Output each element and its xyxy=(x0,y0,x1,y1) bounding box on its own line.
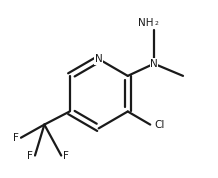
Text: F: F xyxy=(63,151,69,161)
Text: F: F xyxy=(27,151,33,161)
Text: N: N xyxy=(95,54,103,64)
Text: Cl: Cl xyxy=(154,120,164,130)
Text: $_2$: $_2$ xyxy=(154,19,160,28)
Text: F: F xyxy=(13,133,19,143)
Text: NH: NH xyxy=(138,18,154,28)
Text: N: N xyxy=(150,59,158,69)
